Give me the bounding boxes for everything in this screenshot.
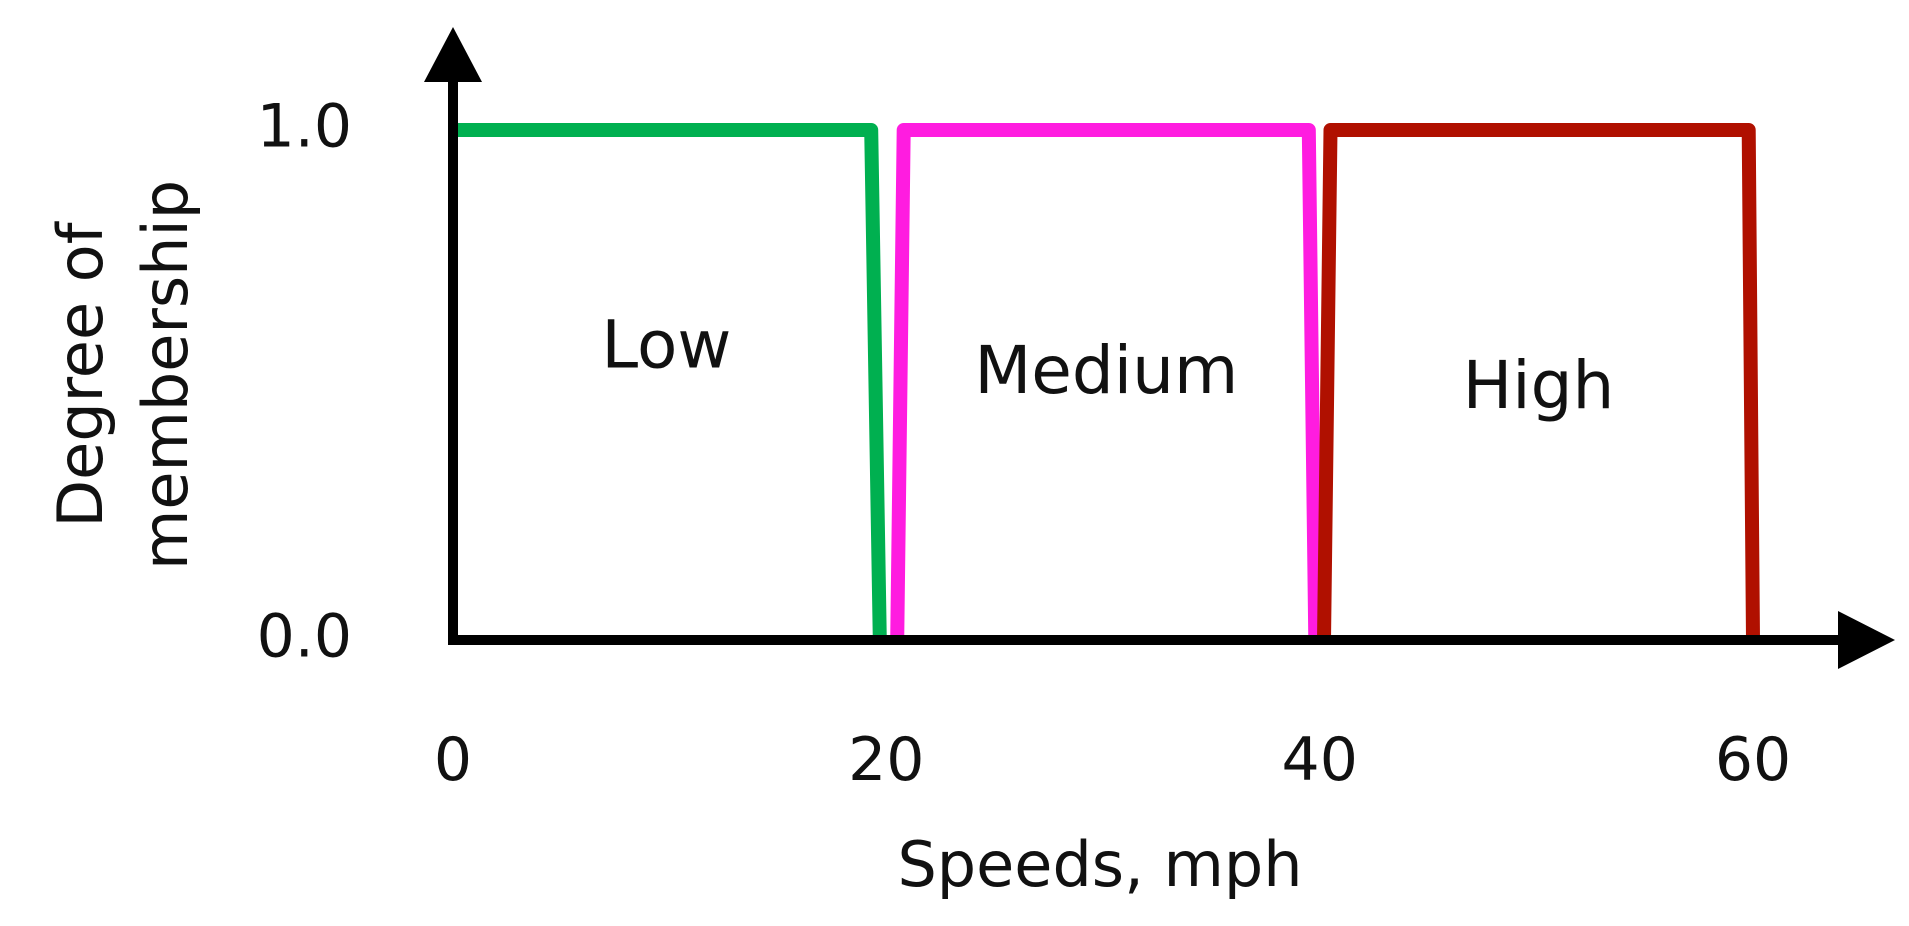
region-label-low: Low <box>601 306 731 383</box>
series-line-low <box>453 123 887 641</box>
x-axis-arrow <box>1838 611 1895 669</box>
region-label-high: High <box>1463 347 1615 424</box>
y-axis-label-line: membership <box>129 180 202 570</box>
x-tick-label: 20 <box>848 725 924 795</box>
x-tick-label: 60 <box>1715 725 1791 795</box>
series-line-high <box>1317 123 1760 641</box>
y-tick-label: 1.0 <box>257 92 352 162</box>
y-axis-arrow <box>424 27 482 82</box>
y-axis-label-line: Degree of <box>44 220 117 527</box>
series-line-medium <box>890 123 1323 641</box>
x-axis-label: Speeds, mph <box>897 828 1302 901</box>
region-label-medium: Medium <box>974 332 1238 409</box>
x-tick-label: 40 <box>1282 725 1358 795</box>
series-layer <box>453 123 1760 641</box>
axes <box>424 27 1895 669</box>
y-tick-label: 0.0 <box>257 602 352 672</box>
x-tick-label: 0 <box>434 725 472 795</box>
labels: Low Medium High 0 20 40 60 0.0 1.0 Speeds, mph Deg… <box>44 92 1791 901</box>
